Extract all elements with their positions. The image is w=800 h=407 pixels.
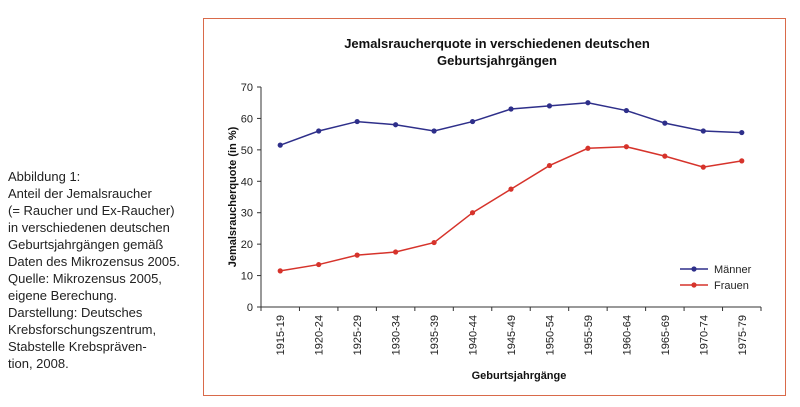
data-point-maenner: [739, 129, 745, 136]
x-tick-label: 1975-79: [737, 315, 749, 355]
x-tick-label: 1940-44: [468, 315, 480, 355]
caption-line: Quelle: Mikrozensus 2005,: [8, 271, 162, 286]
legend-marker-frauen: [691, 282, 697, 288]
chart-frame: Jemalsraucherquote in verschiedenen deut…: [203, 18, 786, 396]
data-point-maenner: [508, 106, 514, 112]
data-point-frauen: [546, 162, 553, 169]
figure-caption: Abbildung 1: Anteil der Jemalsraucher (=…: [8, 168, 196, 372]
axes: 0 10 20 30 40 50 60 70 1915-19 1920-24 1925-29 1930…: [241, 82, 762, 355]
chart-title: Jemalsraucherquote in verschiedenen deut…: [344, 36, 650, 51]
y-tick-label: 10: [241, 271, 253, 283]
legend-label-frauen: Frauen: [714, 280, 749, 292]
data-point-frauen: [585, 145, 591, 151]
caption-line: Stabstelle Krebspräven-: [8, 339, 147, 354]
y-tick-label: 50: [241, 145, 253, 157]
caption-line: Darstellung: Deutsches: [8, 305, 143, 320]
x-tick-label: 1950-54: [544, 315, 556, 355]
data-point-frauen: [316, 261, 322, 268]
x-tick-label: 1935-39: [429, 315, 441, 355]
data-point-maenner: [623, 107, 629, 114]
data-point-maenner: [469, 118, 476, 125]
caption-line: Anteil der Jemalsraucher: [8, 186, 152, 201]
x-tick-label: 1915-19: [275, 315, 287, 355]
data-point-maenner: [277, 142, 283, 148]
x-tick-label: 1930-34: [391, 315, 403, 355]
data-point-maenner: [393, 122, 399, 128]
x-tick-label: 1965-69: [660, 315, 672, 355]
data-point-maenner: [546, 103, 553, 109]
caption-line: Geburtsjahrgängen gemäß: [8, 237, 164, 252]
data-point-frauen: [508, 186, 514, 192]
data-point-frauen: [623, 144, 629, 150]
data-point-maenner: [662, 120, 668, 126]
series-line-frauen: [280, 145, 742, 272]
data-point-maenner: [354, 118, 360, 125]
data-point-frauen: [700, 164, 706, 170]
legend: Männer Frauen: [680, 264, 752, 292]
caption-line: Daten des Mikrozensus 2005.: [8, 254, 180, 269]
legend-marker-maenner: [691, 266, 697, 272]
data-point-maenner: [700, 128, 706, 134]
data-point-frauen: [739, 158, 745, 164]
x-tick-label: 1955-59: [583, 315, 595, 355]
caption-line: eigene Berechung.: [8, 288, 118, 303]
y-tick-label: 20: [241, 239, 253, 251]
caption-line: in verschiedenen deutschen: [8, 220, 170, 235]
x-tick-label: 1925-29: [352, 315, 364, 355]
caption-line: (= Raucher und Ex-Raucher): [8, 203, 175, 218]
x-tick-label: 1960-64: [621, 315, 633, 355]
data-point-frauen: [662, 153, 668, 159]
y-tick-label: 70: [241, 82, 253, 94]
data-point-maenner: [431, 128, 437, 134]
caption-line: Krebsforschungszentrum,: [8, 322, 157, 337]
legend-label-maenner: Männer: [714, 264, 752, 276]
y-tick-label: 0: [247, 302, 253, 314]
chart-title-line2: Geburtsjahrgängen: [437, 53, 557, 68]
data-point-frauen: [393, 249, 399, 255]
caption-line: tion, 2008.: [8, 356, 69, 371]
y-tick-label: 40: [241, 176, 253, 188]
x-tick-label: 1945-49: [506, 315, 518, 355]
x-tick-label: 1970-74: [698, 315, 710, 355]
x-axis-label: Geburtsjahrgänge: [472, 370, 567, 382]
data-point-maenner: [585, 100, 591, 106]
line-chart: Jemalsraucherquote in verschiedenen deut…: [227, 36, 762, 382]
y-tick-label: 30: [241, 208, 253, 220]
data-point-maenner: [316, 128, 322, 134]
y-axis-label: Jemalsraucherquote (in %): [227, 126, 239, 267]
caption-line: Abbildung 1:: [8, 169, 81, 184]
x-tick-label: 1920-24: [314, 315, 326, 355]
data-point-frauen: [469, 210, 476, 216]
data-point-frauen: [431, 239, 437, 246]
y-tick-label: 60: [241, 113, 253, 125]
data-point-frauen: [277, 268, 283, 274]
data-point-frauen: [354, 252, 360, 258]
series-lines: [277, 100, 745, 274]
